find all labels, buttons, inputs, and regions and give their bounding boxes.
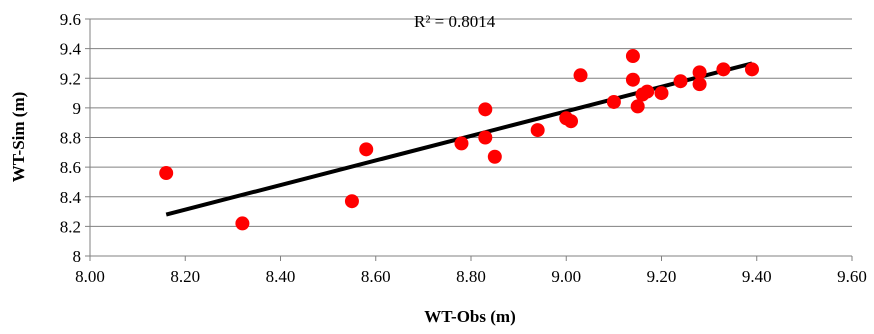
grid-layer xyxy=(90,18,852,227)
data-point xyxy=(454,136,469,151)
x-tick-label: 8.40 xyxy=(266,267,296,286)
y-tick-label: 9.4 xyxy=(60,40,82,59)
data-point xyxy=(530,123,545,138)
data-point xyxy=(744,62,759,77)
axis-layer xyxy=(85,18,853,261)
data-point xyxy=(654,86,669,101)
data-point xyxy=(716,62,731,77)
x-tick-label: 9.40 xyxy=(742,267,772,286)
data-point xyxy=(159,166,174,181)
data-point xyxy=(630,99,645,114)
data-point xyxy=(673,74,688,89)
data-point xyxy=(478,102,493,117)
y-tick-label: 8.8 xyxy=(60,129,81,148)
x-tick-label: 8.20 xyxy=(170,267,200,286)
y-tick-label: 9.6 xyxy=(60,10,81,29)
data-point xyxy=(640,84,655,99)
y-tick-label: 9 xyxy=(73,99,82,118)
data-point xyxy=(606,94,621,109)
data-point xyxy=(573,68,588,83)
x-tick-label: 9.60 xyxy=(837,267,867,286)
x-axis-title: WT-Obs (m) xyxy=(424,307,515,326)
x-tick-label: 9.20 xyxy=(647,267,677,286)
y-tick-label: 8.6 xyxy=(60,158,81,177)
data-point xyxy=(344,194,359,209)
data-point xyxy=(359,142,374,157)
data-point xyxy=(692,65,707,80)
y-tick-label: 8 xyxy=(73,247,82,266)
x-tick-label: 8.80 xyxy=(456,267,486,286)
x-tick-label: 9.00 xyxy=(551,267,581,286)
r-squared-annotation: R² = 0.8014 xyxy=(414,12,496,31)
data-point xyxy=(564,114,579,129)
data-point xyxy=(625,72,640,87)
data-point xyxy=(235,216,250,231)
x-tick-label: 8.60 xyxy=(361,267,391,286)
y-tick-label: 8.4 xyxy=(60,188,82,207)
labels-layer: R² = 0.8014 WT-Obs (m) WT-Sim (m) 8 8.2 8.… xyxy=(9,10,867,326)
data-point xyxy=(478,130,493,145)
points-layer xyxy=(159,49,759,231)
y-axis-title: WT-Sim (m) xyxy=(9,92,28,183)
y-tick-label: 8.2 xyxy=(60,217,81,236)
data-point xyxy=(625,49,640,64)
data-point xyxy=(692,77,707,92)
x-tick-label: 8.00 xyxy=(75,267,105,286)
y-tick-label: 9.2 xyxy=(60,69,81,88)
data-point xyxy=(487,149,502,164)
